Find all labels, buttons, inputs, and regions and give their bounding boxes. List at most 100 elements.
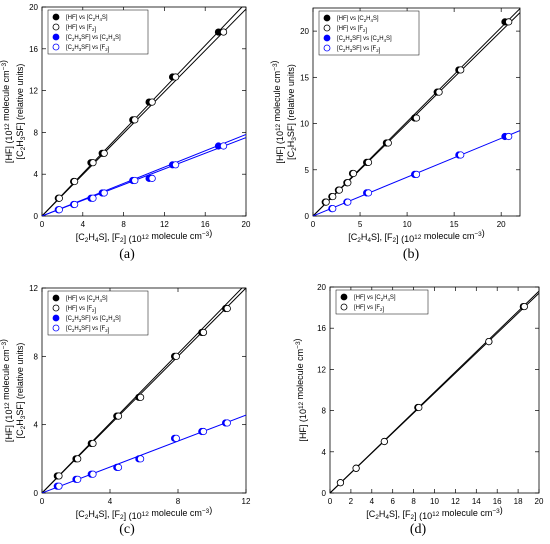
x-tick-label: 12 — [160, 220, 169, 229]
y-tick-label: 0 — [34, 212, 39, 221]
data-point — [364, 158, 373, 166]
data-point — [74, 475, 82, 483]
x-axis-label: [C2H4S], [F2] (1012 molecule cm−3) — [76, 505, 213, 521]
y-tick-label: 12 — [29, 284, 38, 293]
plot-frame — [312, 7, 521, 217]
panel-label: (a) — [119, 247, 135, 262]
legend-entry: [HF] vs [C2H4S] — [66, 296, 108, 303]
legend-marker — [340, 303, 348, 311]
y-tick-label: 8 — [34, 352, 39, 361]
x-axis-label: [C2H4S], [F2] (1012 molecule cm−3) — [348, 228, 485, 244]
y-tick-label: 16 — [317, 324, 326, 333]
y-axis-label: [HF] (1012 molecule cm−3) — [269, 60, 285, 163]
data-point — [329, 192, 337, 201]
x-tick-label: 15 — [450, 220, 459, 229]
data-point — [100, 189, 108, 197]
x-tick-label: 10 — [403, 220, 412, 229]
legend-box — [47, 290, 149, 336]
data-point — [71, 200, 79, 209]
data-point — [223, 419, 231, 427]
legend-box — [318, 10, 420, 56]
legend-marker — [52, 294, 60, 302]
panel-label: (d) — [410, 522, 427, 537]
data-point — [352, 464, 360, 472]
data-point — [344, 179, 352, 187]
y-tick-label: 8 — [34, 128, 39, 137]
data-point — [131, 116, 139, 124]
data-point — [412, 114, 421, 122]
x-tick-label: 0 — [40, 220, 45, 229]
fit-line — [330, 292, 539, 493]
x-tick-label: 20 — [242, 220, 251, 229]
y-axis-label: [C2H3SF] (relative units) — [286, 64, 298, 160]
legend-marker — [323, 14, 331, 22]
data-point — [219, 142, 228, 150]
legend-entry: [HF] vs [F2] — [66, 306, 96, 314]
data-point — [199, 427, 208, 436]
data-point — [148, 98, 156, 106]
data-point — [55, 482, 63, 490]
data-point — [335, 186, 343, 194]
legend-entry: [C2H3SF] vs [C2H4S] — [66, 316, 121, 323]
y-axis-label: [C2H3SF] (relative units) — [15, 343, 27, 439]
plot-frame — [41, 287, 247, 494]
legend-marker — [52, 13, 60, 21]
data-point — [137, 393, 145, 401]
data-point — [457, 151, 465, 159]
legend-marker — [52, 324, 60, 332]
data-point — [89, 470, 97, 478]
data-point — [172, 352, 180, 360]
legend-entry: [HF] vs [C2H4S] — [354, 295, 396, 302]
data-point — [71, 177, 79, 186]
x-tick-label: 4 — [81, 220, 86, 229]
data-point — [148, 174, 156, 182]
x-axis-label: [C2H4S], [F2] (1012 molecule cm−3) — [366, 505, 503, 521]
data-point — [520, 302, 528, 311]
legend-entry: [C2H3SF] vs [C2H4S] — [337, 36, 392, 43]
x-tick-label: 4 — [370, 497, 375, 506]
chart-panel-4: 0 2 4 6 8 10 12 14 16 18 20 0 4 8 12 16 20 [HF] vs [C2H4S… — [292, 283, 544, 537]
y-tick-label: 8 — [322, 407, 327, 416]
x-tick-label: 16 — [493, 497, 502, 506]
x-tick-label: 5 — [358, 220, 363, 229]
y-tick-label: 16 — [29, 45, 38, 54]
y-tick-label: 5 — [305, 166, 310, 175]
chart-panel-3: 0 4 8 12 0 4 8 12 [HF] vs [C2H4S] [HF] vs [F2] [C2… — [0, 284, 251, 537]
data-point — [89, 439, 97, 448]
data-point — [100, 149, 108, 157]
panel-label: (b) — [403, 247, 420, 262]
legend-entry: [HF] vs [F2] — [337, 26, 367, 34]
data-point — [505, 18, 513, 26]
data-point — [172, 161, 180, 169]
data-point — [89, 194, 97, 202]
y-tick-label: 4 — [322, 448, 327, 457]
x-axis-label: [C2H4S], [F2] (1012 molecule cm−3) — [76, 228, 213, 244]
data-point — [364, 189, 373, 197]
x-tick-label: 0 — [328, 497, 333, 506]
y-tick-label: 0 — [34, 489, 39, 498]
x-tick-label: 12 — [451, 497, 460, 506]
data-point — [55, 194, 63, 202]
x-tick-label: 4 — [108, 497, 113, 506]
legend-marker — [323, 24, 331, 32]
x-tick-label: 20 — [535, 497, 544, 506]
x-tick-label: 20 — [497, 220, 506, 229]
data-point — [349, 169, 358, 178]
data-point — [412, 170, 421, 178]
fit-line — [42, 414, 246, 493]
legend-entry: [HF] vs [C2H4S] — [66, 15, 108, 22]
legend-entry: [HF] vs [F2] — [354, 305, 384, 313]
y-axis-label: [HF] (1012 molecule cm−3) — [0, 60, 14, 163]
x-tick-label: 14 — [472, 497, 481, 506]
data-point — [55, 472, 63, 480]
legend-marker — [323, 34, 331, 42]
legend-marker — [52, 43, 60, 51]
data-point — [344, 198, 352, 206]
legend-entry: [C2H3SF] vs [F2] — [66, 326, 110, 334]
chart-panel-1: 0 4 8 12 16 20 0 4 8 12 16 20 [HF] vs [C2H4S] [HF] vs… — [0, 3, 251, 262]
x-tick-label: 6 — [390, 497, 395, 506]
data-point — [89, 159, 97, 167]
data-point — [457, 66, 465, 74]
y-tick-label: 10 — [300, 120, 309, 129]
